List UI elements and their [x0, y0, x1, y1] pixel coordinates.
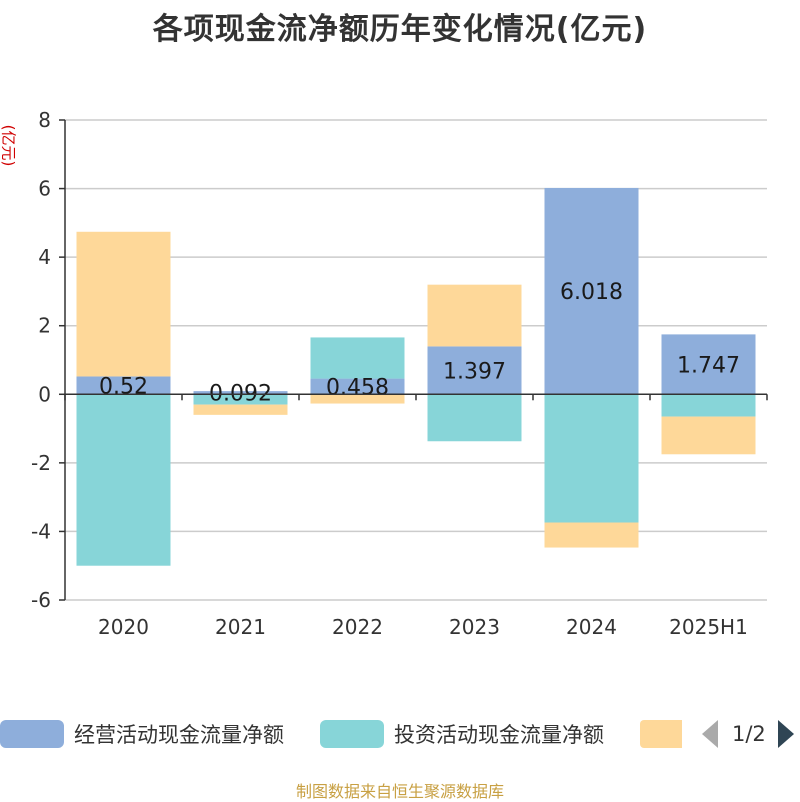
bar-2023-series-1	[427, 394, 522, 442]
data-label-2025H1: 1.747	[677, 353, 740, 378]
bar-2024-series-0	[544, 187, 639, 395]
y-tick-label: -6	[31, 588, 51, 612]
y-tick-label: 8	[38, 108, 51, 132]
data-source-note: 制图数据来自恒生聚源数据库	[295, 782, 504, 801]
data-label-2020: 0.52	[99, 374, 148, 399]
x-tick-label: 2023	[449, 615, 500, 639]
bar-2020-series-2	[76, 231, 171, 377]
bar-2022-series-0	[310, 378, 405, 395]
legend-item-third[interactable]	[640, 716, 682, 752]
y-tick-label: 4	[38, 245, 51, 269]
bar-2022-series-1	[310, 337, 405, 379]
x-tick-label: 2022	[332, 615, 383, 639]
bar-2020-series-1	[76, 394, 171, 566]
bar-2022-series-2	[310, 394, 405, 404]
legend-next-page-icon[interactable]	[777, 720, 794, 748]
bar-2021-series-0	[193, 391, 288, 395]
bar-2021-series-2	[193, 404, 288, 415]
bar-2025H1-series-0	[661, 334, 756, 395]
y-tick-label: -2	[31, 451, 51, 475]
x-tick-label: 2024	[566, 615, 617, 639]
x-tick-label: 2020	[98, 615, 149, 639]
bar-2024-series-2	[544, 522, 639, 548]
bar-2025H1-series-1	[661, 394, 756, 417]
data-label-2022: 0.458	[326, 375, 389, 400]
bar-2024-series-1	[544, 394, 639, 523]
legend-pager: 1/2	[702, 716, 794, 752]
legend-swatch-operating	[0, 720, 64, 748]
y-tick-label: -4	[31, 519, 51, 543]
stacked-bar-chart: -6-4-2024680.5220200.09220210.45820221.3…	[31, 108, 768, 639]
legend-item-operating[interactable]: 经营活动现金流量净额	[0, 716, 284, 752]
bar-2025H1-series-2	[661, 416, 756, 455]
chart-title: 各项现金流净额历年变化情况(亿元)	[152, 12, 648, 47]
bar-2021-series-1	[193, 394, 288, 405]
bar-2023-series-0	[427, 346, 522, 395]
legend-item-investing[interactable]: 投资活动现金流量净额	[320, 716, 604, 752]
legend: 经营活动现金流量净额 投资活动现金流量净额 1/2	[0, 716, 800, 756]
data-label-2023: 1.397	[443, 359, 506, 384]
legend-prev-page-icon[interactable]	[702, 720, 718, 748]
legend-label-operating: 经营活动现金流量净额	[74, 723, 284, 747]
legend-swatch-investing	[320, 720, 384, 748]
legend-page-indicator: 1/2	[732, 722, 766, 746]
legend-swatch-third	[640, 720, 682, 748]
y-tick-label: 0	[38, 382, 51, 406]
legend-label-investing: 投资活动现金流量净额	[394, 723, 604, 747]
bar-2020-series-0	[76, 376, 171, 395]
data-label-2024: 6.018	[560, 280, 623, 305]
y-tick-label: 6	[38, 177, 51, 201]
x-tick-label: 2021	[215, 615, 266, 639]
bar-2023-series-2	[427, 284, 522, 347]
y-tick-label: 2	[38, 314, 51, 338]
x-tick-label: 2025H1	[669, 615, 748, 639]
